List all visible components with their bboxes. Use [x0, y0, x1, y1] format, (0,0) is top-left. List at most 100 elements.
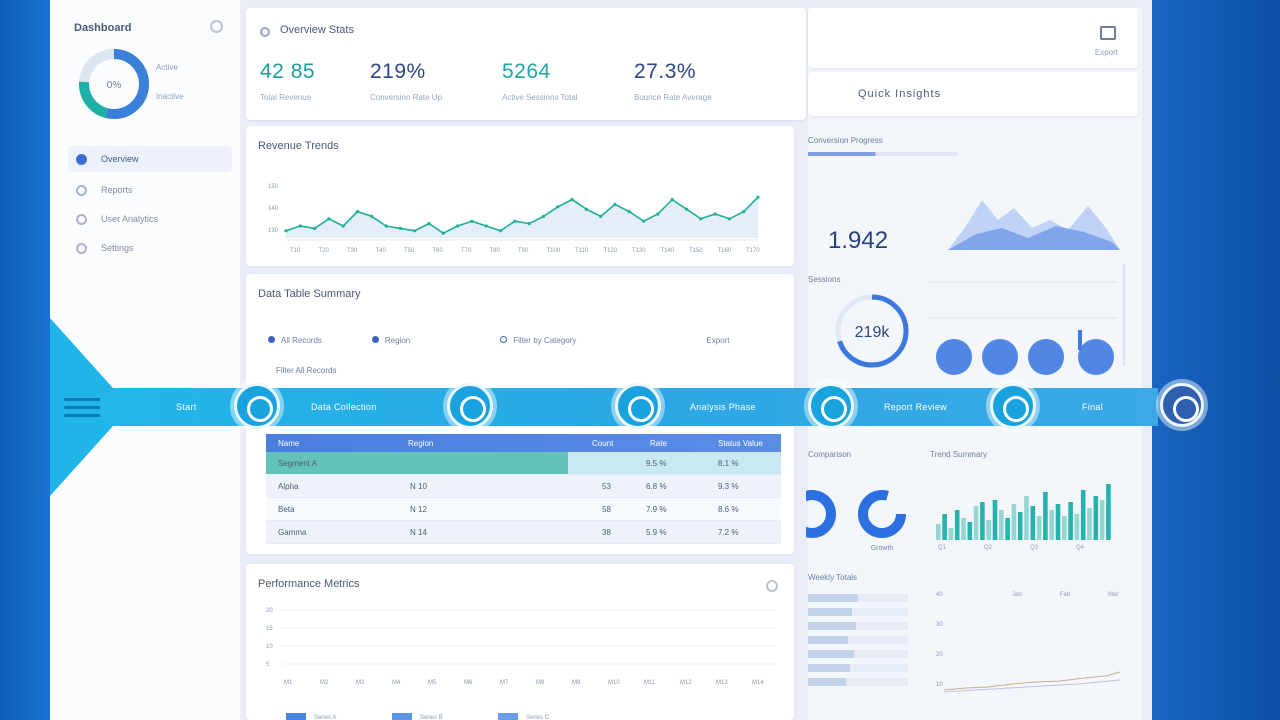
kpi-sessions[interactable]: 5264 Active Sessions Total [502, 60, 577, 102]
line-point [355, 210, 360, 214]
y-tick-label: 15 [266, 626, 273, 632]
x-tick-label: T110 [575, 248, 589, 254]
trend-line-chart: 40302010JanFebMarApr [936, 592, 1121, 693]
export-label[interactable]: Export [1094, 48, 1118, 57]
kpi-title: Overview Stats [280, 24, 354, 36]
line-point [527, 222, 531, 226]
ring-value: 219k [855, 324, 891, 341]
x-tick-label: T70 [461, 248, 472, 254]
teal-bar [980, 502, 985, 540]
table-row[interactable]: Segment A 9.5 % 8.1 % [266, 452, 781, 475]
sidebar-donut-chart: 0% [79, 49, 149, 119]
export-icon[interactable] [1100, 26, 1116, 40]
bar-label: Q3 [1030, 545, 1039, 551]
kpi-bounce[interactable]: 27.3% Bounce Rate Average [634, 60, 712, 102]
sidebar-item-reports[interactable]: Reports [68, 177, 232, 203]
col-header-count[interactable]: Count [592, 438, 614, 448]
col-header-status[interactable]: Status Value [718, 438, 763, 448]
table-cell: 7.9 % [646, 504, 667, 514]
hbar-fill [808, 636, 848, 644]
weekly-totals-label: Weekly Totals [808, 573, 857, 582]
line-point [684, 207, 689, 211]
kpi-conversion[interactable]: 219% Conversion Rate Up [370, 60, 442, 102]
step-node-4-icon[interactable] [808, 383, 854, 429]
filter-category[interactable]: Filter by Category [500, 336, 576, 345]
x-tick-label: M1 [284, 680, 293, 686]
sidebar-item-overview[interactable]: Overview [68, 146, 232, 172]
sidebar-item-user-analytics[interactable]: User Analytics [68, 206, 232, 232]
circle-bar [1028, 339, 1064, 375]
line-point [370, 214, 374, 218]
filter-all[interactable]: All Records [268, 336, 322, 345]
kpi-revenue[interactable]: 42 85 Total Revenue [260, 60, 315, 102]
table-cell: 8.6 % [718, 504, 739, 514]
performance-card: Performance Metrics 20 15 10 5 M1 M2 M3 M4 M5 M6 M… [246, 564, 794, 720]
x-tick-label: M3 [356, 680, 365, 686]
line-point [656, 212, 660, 216]
table-row[interactable]: Beta N 12 58 7.9 % 8.6 % [266, 498, 781, 521]
line-point [699, 217, 703, 221]
menu-line [64, 398, 116, 401]
col-header-region[interactable]: Region [408, 438, 434, 448]
teal-bar [942, 514, 947, 540]
line-area [286, 197, 758, 238]
right-title: Quick Insights [858, 88, 942, 100]
table-cell: 53 [602, 481, 611, 491]
col-header-name[interactable]: Name [278, 438, 300, 448]
table-cell: 9.3 % [718, 481, 739, 491]
hbar-fill [808, 622, 856, 630]
teal-bar [1099, 500, 1105, 540]
y-tick-label: 10 [266, 644, 273, 650]
donut-label: 0% [107, 80, 122, 91]
x-tick-label: Feb [1060, 592, 1071, 598]
hbar-track [808, 678, 908, 686]
teal-bar-chart: Q1 Q2 Q3 Q4 [936, 484, 1111, 551]
filter-region[interactable]: Region [371, 336, 410, 345]
x-tick-label: T140 [661, 248, 675, 254]
x-tick-label: T20 [319, 248, 330, 254]
step-node-1-icon[interactable] [234, 383, 280, 429]
line-point [727, 217, 731, 221]
x-tick-label: M4 [392, 680, 401, 686]
teal-bar [1043, 492, 1048, 540]
export-link[interactable]: Export [706, 336, 730, 345]
performance-grid: 20 15 10 5 M1 M2 M3 M4 M5 M6 M7 M8 M9 M10 M11 M12 M13 M14… [266, 608, 776, 720]
line-point [670, 198, 674, 202]
y-tick-label: 20 [266, 608, 273, 614]
x-tick-label: M9 [572, 680, 581, 686]
circle-bars [928, 264, 1125, 375]
line-point [398, 226, 403, 230]
line-point [599, 214, 603, 218]
step-node-5-icon[interactable] [990, 383, 1036, 429]
x-tick-label: T90 [518, 248, 529, 254]
line-point [427, 222, 431, 226]
table-row[interactable]: Gamma N 14 38 5.9 % 7.2 % [266, 521, 781, 544]
settings-gear-icon[interactable] [210, 20, 223, 33]
col-header-rate[interactable]: Rate [650, 438, 667, 448]
marker-bar [1078, 330, 1082, 350]
step-node-2-icon[interactable] [447, 383, 493, 429]
progress-label: Conversion Progress [808, 136, 883, 145]
line-chart: 150 140 130 T10 T20 T30 T40 T50 T60 T70 T80 T90 T10… [268, 184, 760, 254]
teal-bar [1093, 496, 1099, 540]
x-tick-label: M2 [320, 680, 329, 686]
hbar-track [808, 608, 908, 616]
step-node-end-icon[interactable] [1160, 383, 1204, 427]
y-tick-label: 140 [268, 206, 279, 212]
hbar-track [808, 636, 908, 644]
sidebar-item-settings[interactable]: Settings [68, 235, 232, 261]
table-cell: 9.5 % [646, 458, 667, 468]
sidebar-item-label: User Analytics [101, 214, 159, 224]
performance-title: Performance Metrics [258, 578, 360, 590]
sidebar-item-label: Overview [101, 154, 139, 164]
teal-bar [1024, 496, 1029, 540]
teal-bar [1080, 490, 1086, 540]
sidebar-title: Dashboard [74, 22, 132, 34]
donut-legend-active: Active [156, 63, 178, 72]
legend-label: Series A [314, 715, 336, 720]
teal-bar [1049, 510, 1054, 540]
step-node-3-icon[interactable] [615, 383, 661, 429]
settings-icon[interactable] [766, 580, 778, 592]
x-tick-label: Mar [1108, 592, 1118, 598]
table-row[interactable]: Alpha N 10 53 6.8 % 9.3 % [266, 475, 781, 498]
